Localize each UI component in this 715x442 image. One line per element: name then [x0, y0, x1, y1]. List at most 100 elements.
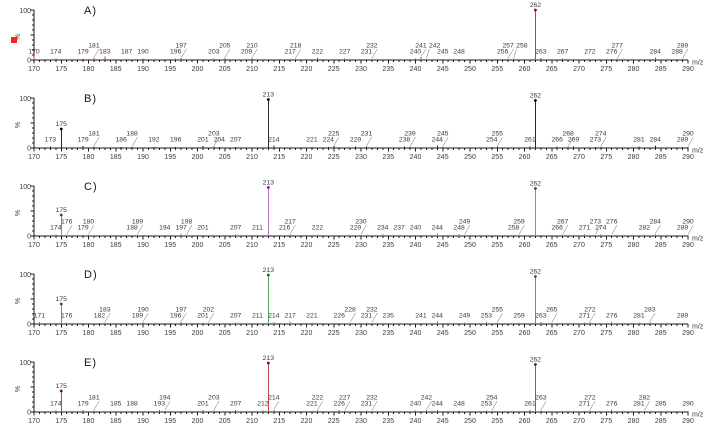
x-tick-label: 250: [464, 418, 476, 425]
peak-label: 271: [579, 225, 591, 232]
peak-label: 259: [513, 219, 525, 226]
x-tick-label: 195: [164, 418, 176, 425]
x-tick-label: 190: [137, 242, 149, 249]
x-tick-label: 290: [682, 242, 694, 249]
x-tick-label: 260: [519, 66, 531, 73]
peak-label: 254: [486, 137, 498, 144]
x-tick-label: 180: [83, 330, 95, 337]
x-tick-label: 270: [573, 66, 585, 73]
peak-label: 201: [197, 225, 209, 232]
x-tick-label: 185: [110, 154, 122, 161]
x-tick-label: 280: [628, 154, 640, 161]
x-tick-label: 195: [164, 66, 176, 73]
x-axis-title: m/z: [692, 236, 704, 243]
x-tick-label: 240: [410, 242, 422, 249]
x-tick-label: 170: [28, 66, 40, 73]
peak-label: 174: [50, 49, 62, 56]
peak-label: 182: [94, 313, 106, 320]
peak-label-connector: [507, 48, 514, 59]
peak-label: 277: [611, 43, 623, 50]
x-tick-label: 245: [437, 242, 449, 249]
x-tick-label: 255: [491, 418, 503, 425]
x-tick-label: 225: [328, 242, 340, 249]
peak-label-connector: [142, 312, 149, 322]
peak-label: 179: [77, 49, 89, 56]
peak-label: 244: [432, 137, 444, 144]
peak-label: 222: [312, 225, 324, 232]
peak-label: 263: [535, 313, 547, 320]
peak-label: 201: [197, 401, 209, 408]
peak-label-connector: [131, 136, 138, 147]
x-tick-label: 270: [573, 418, 585, 425]
peak-marker: [59, 302, 63, 306]
peak-label: 272: [584, 307, 596, 314]
x-tick-label: 270: [573, 330, 585, 337]
peak-label-connector: [497, 136, 503, 147]
x-axis-title: m/z: [692, 412, 704, 419]
peak-label: 272: [584, 49, 596, 56]
x-tick-label: 255: [491, 66, 503, 73]
peak-label: 194: [159, 225, 171, 232]
peak-label: 217: [284, 49, 296, 56]
peak-label: 248: [453, 225, 465, 232]
x-tick-label: 265: [546, 154, 558, 161]
peak-label: 197: [175, 307, 187, 314]
y-max-label: 100: [19, 96, 31, 103]
peak-marker: [266, 98, 270, 101]
spectrum-plot-c: 170 175 180 185 190 195 200 205 210 215 220 225 230 2…: [15, 180, 704, 250]
x-tick-label: 215: [273, 330, 285, 337]
peak-marker: [59, 213, 63, 217]
peak-label-connector: [426, 48, 430, 59]
x-tick-label: 260: [519, 154, 531, 161]
peak-label: 221: [306, 137, 318, 144]
peak-label: 283: [644, 307, 656, 314]
peak-label-connector: [426, 400, 432, 410]
y-max-label: 100: [19, 272, 31, 279]
x-tick-label: 285: [655, 66, 667, 73]
x-tick-label: 225: [328, 330, 340, 337]
x-tick-label: 175: [55, 154, 67, 161]
x-tick-label: 200: [192, 330, 204, 337]
x-tick-label: 285: [655, 418, 667, 425]
x-tick-label: 270: [573, 154, 585, 161]
x-tick-label: 205: [219, 66, 231, 73]
y-axis-title: %: [15, 34, 22, 40]
peak-label: 245: [437, 131, 449, 138]
peak-label: 249: [459, 313, 471, 320]
panel-label-a: A): [84, 5, 97, 17]
peak-label: 227: [339, 395, 351, 402]
peak-label: 214: [268, 395, 280, 402]
peak-label: 240: [410, 401, 422, 408]
peak-label-connector: [551, 312, 558, 323]
peak-label-connector: [540, 400, 547, 411]
x-tick-label: 185: [110, 418, 122, 425]
peak-label: 284: [650, 137, 662, 144]
peak-label: 193: [154, 401, 166, 408]
peak-label: 276: [606, 49, 618, 56]
peak-label: 276: [606, 401, 618, 408]
peak-label: 266: [552, 225, 564, 232]
peak-label: 237: [393, 225, 405, 232]
spectrum-panel-a: A) 170 175 180 185 190 195 200 205 210 215 220 225 2…: [0, 0, 715, 88]
peak-label-connector: [562, 224, 569, 235]
peak-label: 262: [530, 269, 542, 276]
peak-label: 207: [230, 137, 242, 144]
peak-label-connector: [616, 48, 623, 59]
peak-label: 226: [334, 401, 346, 408]
peak-label: 207: [230, 225, 242, 232]
x-tick-label: 235: [382, 330, 394, 337]
peak-label: 262: [530, 93, 542, 100]
peak-label-connector: [180, 312, 187, 322]
axes-group: [30, 361, 689, 416]
peak-label: 244: [432, 225, 444, 232]
peak-label-connector: [66, 224, 73, 235]
x-tick-label: 175: [55, 242, 67, 249]
y-min-label: 0: [27, 322, 31, 329]
peak-label: 273: [590, 219, 602, 226]
peak-label: 232: [366, 307, 378, 314]
peak-marker: [59, 127, 63, 131]
peak-label: 290: [682, 401, 694, 408]
peak-marker: [534, 187, 537, 190]
peak-label: 238: [399, 137, 411, 144]
